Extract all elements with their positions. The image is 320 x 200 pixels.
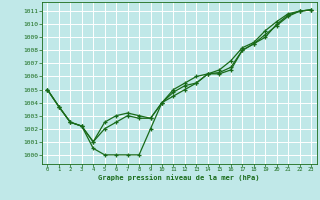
X-axis label: Graphe pression niveau de la mer (hPa): Graphe pression niveau de la mer (hPa) — [99, 174, 260, 181]
